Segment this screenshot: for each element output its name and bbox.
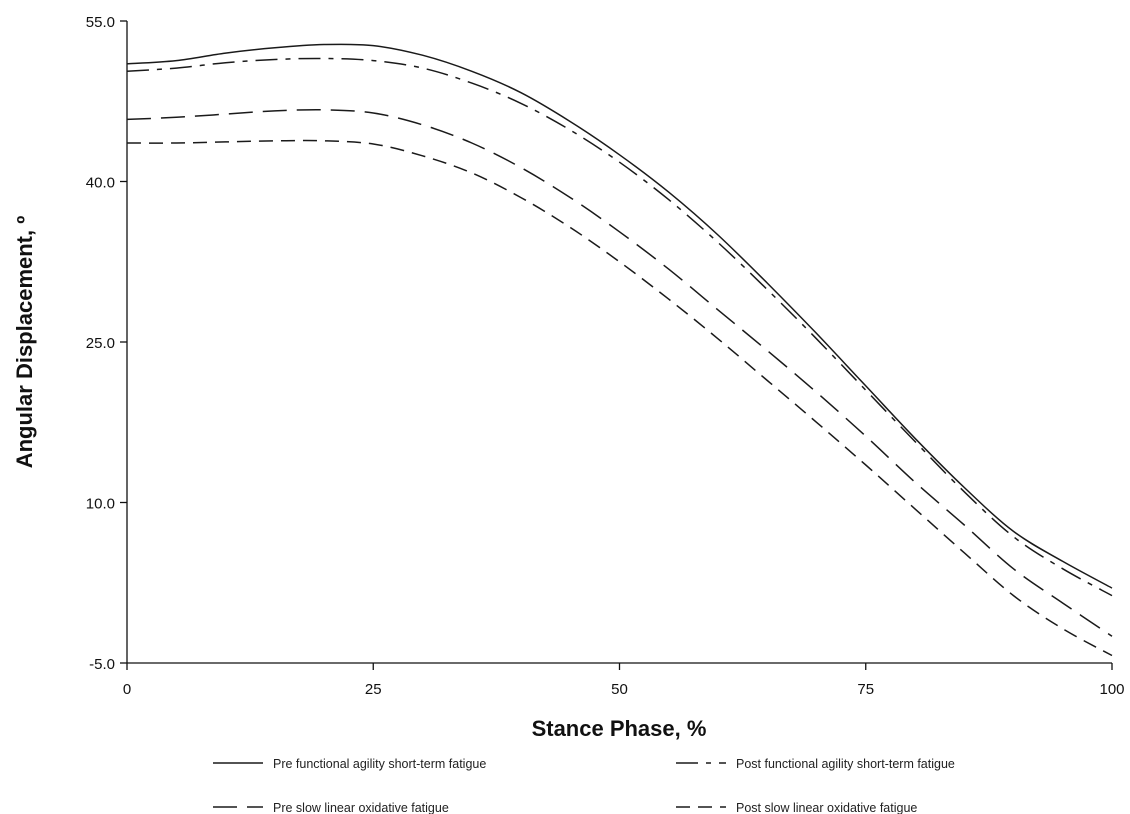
legend-label-1: Pre functional agility short-term fatigu… xyxy=(273,757,486,771)
y-tick-label: -5.0 xyxy=(89,656,115,673)
series-line-2 xyxy=(126,57,1113,597)
x-tick-label: 50 xyxy=(611,681,628,698)
series-layer xyxy=(126,43,1113,657)
x-tick-label: 0 xyxy=(123,681,131,698)
x-axis-title: Stance Phase, % xyxy=(532,716,707,741)
y-tick-label: 40.0 xyxy=(86,175,115,192)
axes: -5.0 10.0 25.0 40.0 55.0 0 25 50 75 100 xyxy=(86,14,1125,698)
legend-label-2: Post functional agility short-term fatig… xyxy=(736,757,955,771)
series-line-3 xyxy=(126,108,1113,637)
legend-label-3: Pre slow linear oxidative fatigue xyxy=(273,801,449,814)
x-tick-label: 75 xyxy=(857,681,874,698)
series-line-1 xyxy=(126,43,1113,589)
series-line-4 xyxy=(126,139,1113,657)
x-tick-label: 100 xyxy=(1099,681,1124,698)
y-tick-label: 55.0 xyxy=(86,14,115,31)
y-tick-label: 25.0 xyxy=(86,335,115,352)
legend-label-4: Post slow linear oxidative fatigue xyxy=(736,801,917,814)
x-tick-label: 25 xyxy=(365,681,382,698)
legend: Pre functional agility short-term fatigu… xyxy=(213,757,955,814)
y-tick-label: 10.0 xyxy=(86,496,115,513)
y-axis-title: Angular Displacement, º xyxy=(12,216,37,469)
